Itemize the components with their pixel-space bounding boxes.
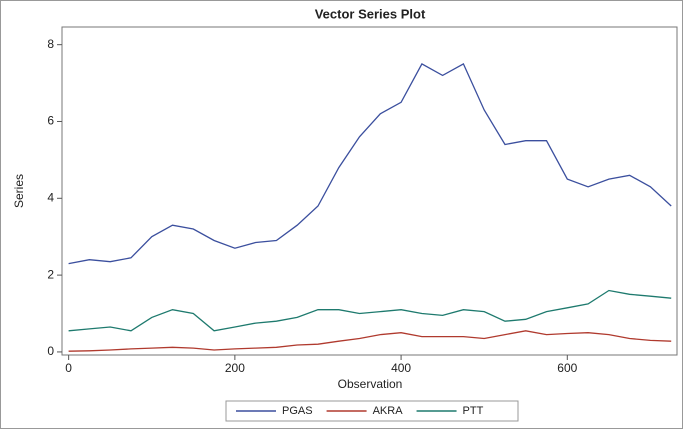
y-tick-label: 2 bbox=[47, 267, 54, 281]
chart-title: Vector Series Plot bbox=[315, 6, 426, 21]
x-tick-label: 0 bbox=[65, 361, 72, 375]
legend-label: PGAS bbox=[282, 405, 313, 417]
y-axis-label: Series bbox=[12, 174, 26, 208]
y-tick-label: 4 bbox=[47, 190, 54, 204]
x-axis-label: Observation bbox=[338, 377, 403, 391]
series-line bbox=[68, 330, 672, 352]
y-tick-label: 6 bbox=[47, 114, 54, 128]
legend-label: PTT bbox=[463, 405, 484, 417]
series-line bbox=[68, 289, 672, 332]
x-tick-label: 200 bbox=[225, 361, 245, 375]
legend bbox=[225, 400, 519, 422]
x-tick-label: 600 bbox=[557, 361, 577, 375]
legend-label: AKRA bbox=[373, 405, 404, 417]
y-tick-label: 0 bbox=[47, 344, 54, 358]
series-line bbox=[68, 62, 672, 265]
plot-area bbox=[61, 26, 678, 356]
x-tick-label: 400 bbox=[391, 361, 411, 375]
y-tick-label: 8 bbox=[47, 37, 54, 51]
